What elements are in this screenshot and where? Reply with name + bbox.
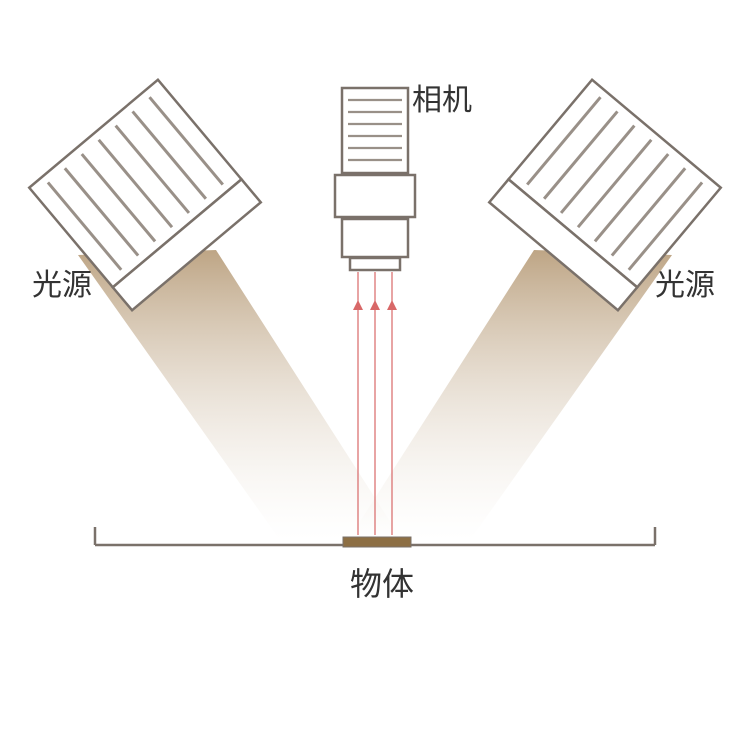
- label-object: 物体: [350, 566, 414, 602]
- label-light-left: 光源: [32, 269, 92, 302]
- ray-arrow-0: [353, 300, 363, 310]
- camera: [335, 88, 415, 270]
- label-light-right: 光源: [655, 269, 715, 302]
- ray-arrow-2: [387, 300, 397, 310]
- ray-arrow-1: [370, 300, 380, 310]
- object: [343, 537, 411, 547]
- label-camera: 相机: [412, 84, 472, 117]
